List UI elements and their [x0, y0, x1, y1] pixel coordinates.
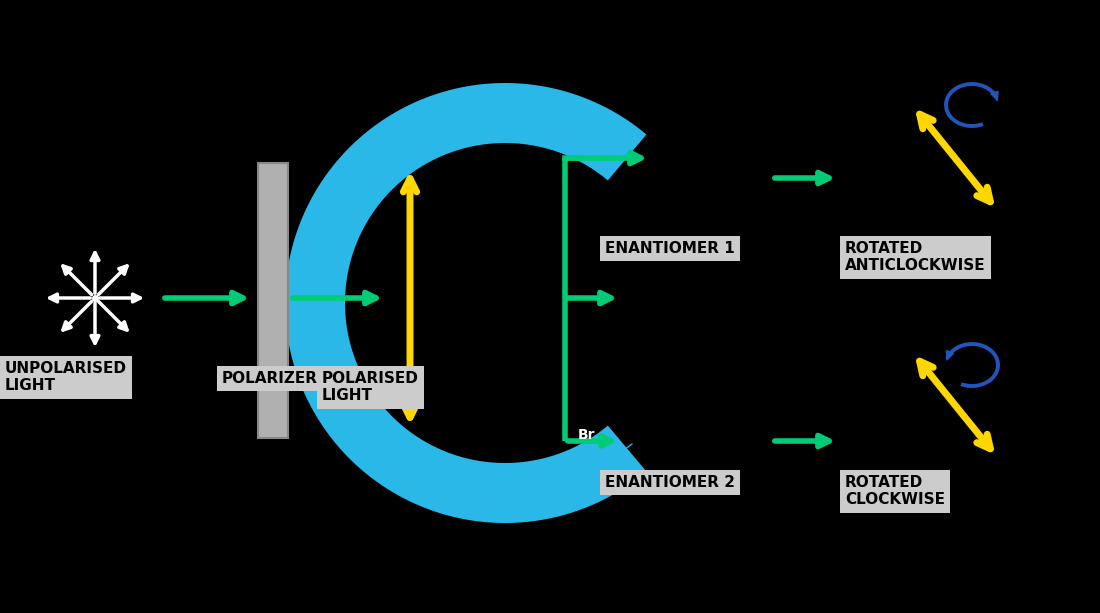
- Text: POLARISED
LIGHT: POLARISED LIGHT: [322, 371, 419, 403]
- Text: POLARIZER: POLARIZER: [222, 371, 318, 386]
- FancyBboxPatch shape: [258, 163, 288, 438]
- Text: Br: Br: [578, 428, 595, 442]
- Text: ENANTIOMER 1: ENANTIOMER 1: [605, 241, 735, 256]
- Text: ROTATED
CLOCKWISE: ROTATED CLOCKWISE: [845, 475, 945, 508]
- Polygon shape: [285, 83, 647, 523]
- Text: ENANTIOMER 2: ENANTIOMER 2: [605, 475, 735, 490]
- Text: ROTATED
ANTICLOCKWISE: ROTATED ANTICLOCKWISE: [845, 241, 986, 273]
- Text: UNPOLARISED
LIGHT: UNPOLARISED LIGHT: [6, 361, 126, 394]
